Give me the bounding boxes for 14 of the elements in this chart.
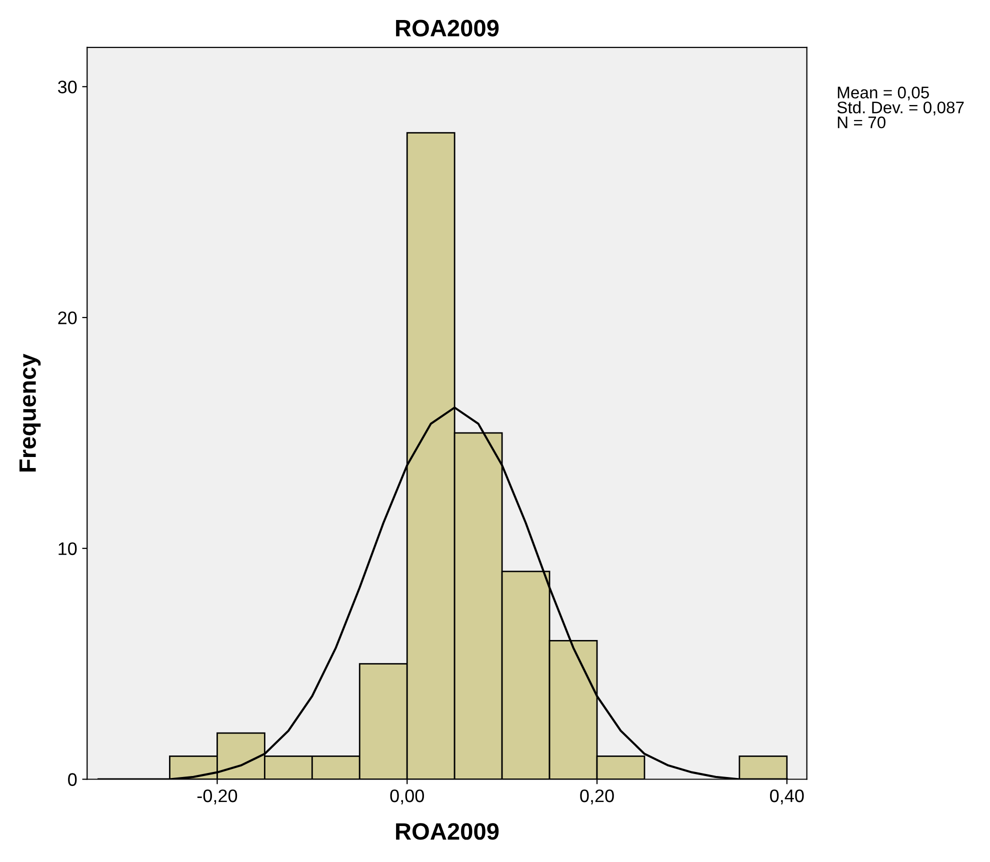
- x-tick-label: 0,00: [390, 789, 424, 804]
- y-tick-label: 10: [58, 542, 77, 556]
- x-tick-label: -0,20: [197, 789, 238, 804]
- text: N = 70: [838, 116, 886, 128]
- y-tick-label: 0: [68, 773, 77, 786]
- chart-title: ROA2009: [396, 20, 499, 37]
- x-axis-title: ROA2009: [396, 823, 499, 840]
- text: Std. Dev. = 0,087: [837, 101, 964, 116]
- y-tick-label: 30: [58, 80, 77, 94]
- text: Mean = 0,05: [838, 86, 929, 100]
- y-axis-title: Frequency: [20, 354, 41, 472]
- y-tick-label: 20: [58, 311, 77, 324]
- x-tick-label: 0,40: [770, 789, 804, 804]
- x-tick-label: 0,20: [580, 789, 614, 804]
